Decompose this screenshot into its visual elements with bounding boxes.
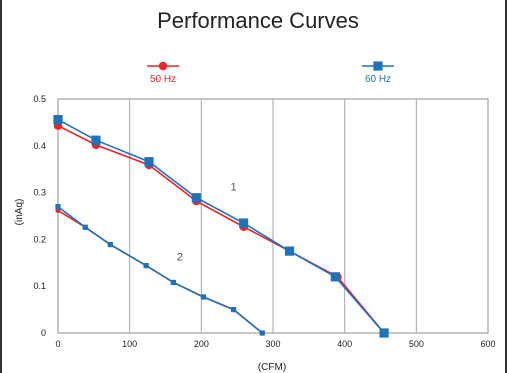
y-tick-label: 0.4 bbox=[33, 141, 46, 151]
data-point-60hz bbox=[330, 272, 340, 282]
data-point-60hz bbox=[143, 263, 149, 269]
data-point-60hz bbox=[191, 193, 201, 203]
x-tick-label: 0 bbox=[55, 339, 60, 349]
tick-layer: 0 100 200 300 400 500 600 0 0.1 0.2 0.3 0.4 0.5 bbox=[33, 94, 495, 349]
data-point-60hz bbox=[107, 241, 113, 248]
legend-marker-circle bbox=[158, 61, 168, 71]
series-line-1-60hz bbox=[57, 118, 385, 334]
legend-label: 60 Hz bbox=[365, 74, 391, 85]
data-point-60hz bbox=[55, 204, 61, 210]
x-tick-label: 500 bbox=[409, 339, 424, 349]
x-tick-label: 600 bbox=[480, 339, 495, 349]
data-point-60hz bbox=[91, 135, 101, 145]
series-layer bbox=[53, 114, 389, 338]
y-tick-label: 0.3 bbox=[33, 188, 46, 198]
x-tick-label: 200 bbox=[194, 339, 209, 349]
legend-label: 50 Hz bbox=[150, 74, 176, 85]
left-border bbox=[0, 0, 2, 373]
y-tick-label: 0.2 bbox=[33, 234, 46, 244]
legend-marker-square bbox=[373, 61, 383, 71]
data-point-60hz bbox=[82, 224, 88, 230]
data-point-60hz bbox=[144, 157, 154, 167]
y-axis-label: (inAq) bbox=[14, 199, 25, 226]
data-point-60hz bbox=[170, 279, 176, 286]
data-point-60hz bbox=[259, 330, 265, 336]
curve-label: 1 bbox=[231, 181, 237, 193]
data-point-60hz bbox=[379, 328, 389, 338]
y-tick-label: 0.1 bbox=[33, 281, 46, 291]
x-tick-label: 100 bbox=[122, 339, 137, 349]
curve-label: 2 bbox=[177, 251, 183, 263]
legend: 50 Hz 60 Hz bbox=[147, 61, 394, 85]
data-point-60hz bbox=[284, 246, 295, 256]
right-border bbox=[505, 0, 507, 373]
data-point-60hz bbox=[239, 218, 249, 228]
y-tick-label: 0.5 bbox=[33, 94, 46, 104]
data-point-60hz bbox=[200, 294, 207, 300]
data-point-60hz bbox=[230, 307, 237, 313]
grid-layer bbox=[57, 98, 489, 334]
y-tick-label: 0 bbox=[41, 328, 46, 338]
chart-title: Performance Curves bbox=[157, 8, 359, 33]
series-line-1-50hz bbox=[57, 124, 385, 334]
x-axis-label: (CFM) bbox=[258, 362, 286, 373]
x-tick-label: 300 bbox=[265, 339, 280, 349]
series-line-2-60hz bbox=[57, 206, 263, 334]
data-point-60hz bbox=[53, 114, 63, 125]
curve-label-layer: 12 bbox=[177, 181, 237, 263]
x-tick-label: 400 bbox=[337, 339, 352, 349]
